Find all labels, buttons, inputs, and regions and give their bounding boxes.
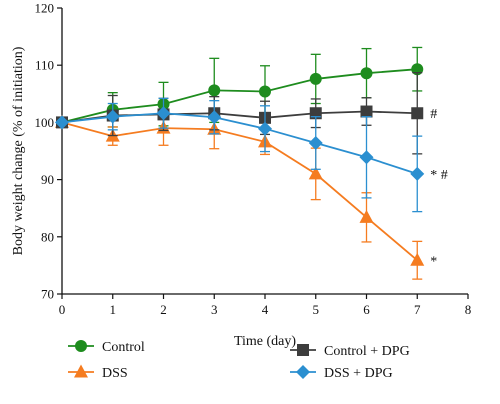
y-tick-label: 70 bbox=[41, 287, 54, 302]
x-tick-label: 8 bbox=[465, 302, 472, 317]
x-tick-label: 0 bbox=[59, 302, 66, 317]
data-point bbox=[308, 166, 323, 180]
x-axis-title: Time (day) bbox=[234, 334, 296, 349]
x-tick-label: 4 bbox=[262, 302, 269, 317]
data-point bbox=[411, 107, 424, 120]
data-point bbox=[309, 72, 322, 85]
data-point bbox=[359, 209, 374, 223]
y-tick-label: 100 bbox=[35, 115, 55, 130]
y-tick-label: 120 bbox=[35, 1, 55, 16]
plot-area: * # * # bbox=[55, 46, 448, 280]
significance-annotation: # bbox=[430, 107, 437, 122]
data-point bbox=[208, 84, 221, 97]
legend-item: DSS bbox=[68, 364, 128, 381]
data-point bbox=[308, 135, 323, 150]
series-line bbox=[61, 121, 418, 261]
x-tick-label: 7 bbox=[414, 302, 421, 317]
legend-marker bbox=[74, 364, 88, 378]
legend-label: DSS bbox=[102, 366, 128, 381]
data-point bbox=[360, 105, 373, 118]
series-line bbox=[61, 112, 418, 175]
y-tick-label: 90 bbox=[41, 172, 54, 187]
data-point bbox=[410, 252, 425, 266]
legend-label: Control bbox=[102, 340, 145, 355]
legend-label: Control + DPG bbox=[324, 344, 410, 359]
y-tick-label: 110 bbox=[35, 58, 54, 73]
x-tick-label: 3 bbox=[211, 302, 218, 317]
series-line bbox=[61, 68, 418, 124]
y-ticks: 70 80 90 100 110 120 bbox=[35, 1, 62, 302]
legend-item: DSS + DPG bbox=[290, 365, 393, 381]
data-point bbox=[359, 150, 374, 165]
x-tick-label: 1 bbox=[110, 302, 117, 317]
data-point bbox=[258, 121, 272, 136]
data-point bbox=[410, 166, 425, 181]
significance-annotation: * # bbox=[430, 168, 448, 183]
legend-marker bbox=[75, 340, 87, 352]
x-tick-label: 6 bbox=[363, 302, 370, 317]
y-axis-title: Body weight change (% of initiation) bbox=[11, 46, 26, 255]
x-tick-label: 2 bbox=[160, 302, 167, 317]
legend-item: Control + DPG bbox=[290, 344, 410, 359]
legend-item: Control bbox=[68, 340, 145, 355]
x-tick-label: 5 bbox=[313, 302, 320, 317]
data-point bbox=[55, 115, 69, 130]
legend-marker bbox=[296, 365, 310, 379]
data-point bbox=[360, 67, 373, 80]
data-point bbox=[156, 106, 171, 121]
significance-annotation: * bbox=[430, 254, 437, 269]
legend: Control DSS Control + DPG DSS + DPG bbox=[68, 340, 410, 381]
x-ticks: 0 1 2 3 4 5 6 7 8 bbox=[59, 294, 472, 317]
legend-label: DSS + DPG bbox=[324, 366, 393, 381]
legend-marker bbox=[297, 344, 309, 356]
data-point bbox=[105, 109, 120, 124]
series-dss-dpg: * # bbox=[55, 97, 448, 213]
data-point bbox=[207, 110, 222, 125]
data-point bbox=[259, 85, 271, 98]
y-tick-label: 80 bbox=[41, 229, 54, 244]
